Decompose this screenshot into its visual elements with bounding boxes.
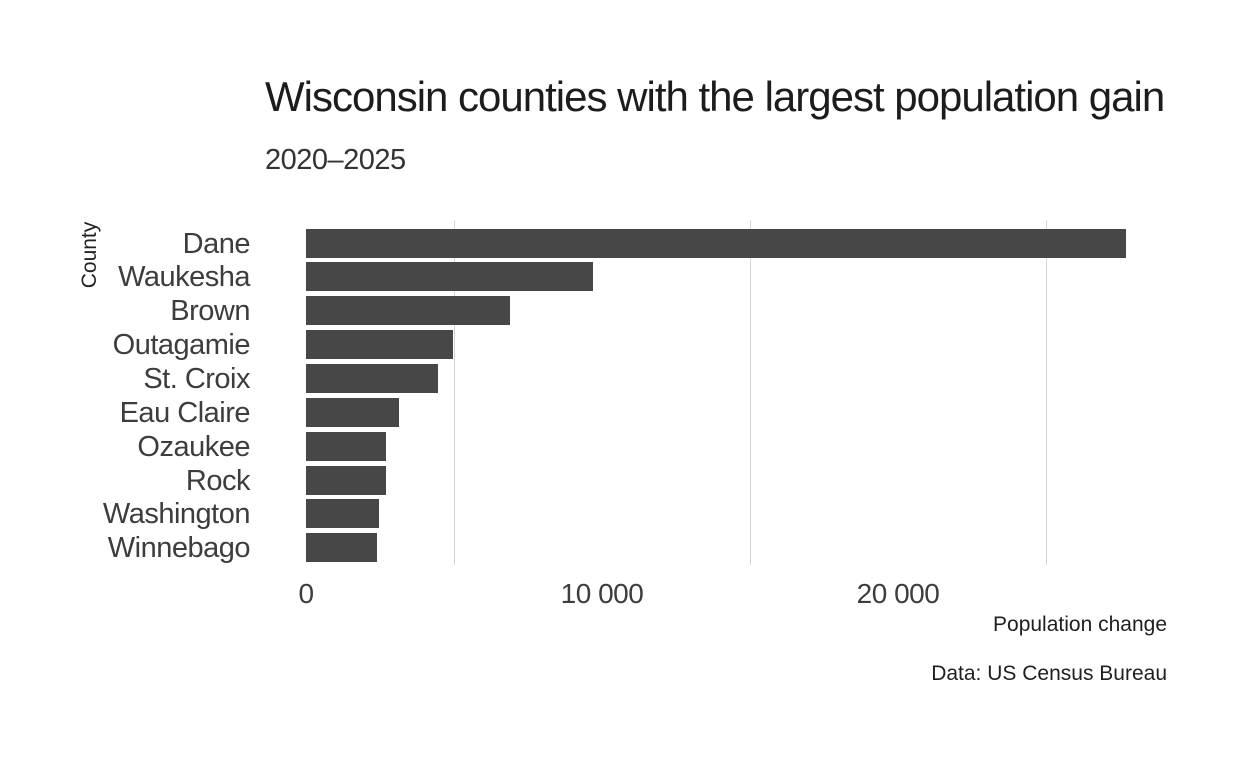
county-label: Waukesha <box>118 261 250 294</box>
bar <box>306 330 453 360</box>
bar-row: Brown <box>0 294 1248 328</box>
gridline <box>750 220 751 565</box>
data-source-caption: Data: US Census Bureau <box>931 662 1167 685</box>
bar <box>306 364 438 394</box>
county-label: Rock <box>185 464 251 497</box>
bar-row: Eau Claire <box>0 396 1248 430</box>
bar-row: Rock <box>0 464 1248 498</box>
bar-row: Outagamie <box>0 328 1248 362</box>
chart-title: Wisconsin counties with the largest popu… <box>265 73 1165 120</box>
x-tick-label: 20 000 <box>856 578 940 609</box>
county-label: Dane <box>182 227 251 260</box>
chart-subtitle: 2020–2025 <box>265 144 406 176</box>
bar-row: Ozaukee <box>0 430 1248 464</box>
bar-row: Winnebago <box>0 531 1248 565</box>
county-label: Ozaukee <box>137 430 250 463</box>
county-label: Eau Claire <box>119 396 251 429</box>
bar <box>306 228 1126 258</box>
county-label: Washington <box>102 498 251 531</box>
county-label: Outagamie <box>112 329 251 362</box>
bar <box>306 262 594 292</box>
bar-row: Dane <box>0 227 1248 261</box>
gridline <box>454 220 455 565</box>
county-label: Brown <box>170 295 250 328</box>
x-axis-title: Population change <box>993 613 1167 636</box>
x-tick-label: 0 <box>298 578 314 609</box>
bar-row: Washington <box>0 497 1248 531</box>
bar-row: Waukesha <box>0 260 1248 294</box>
bar <box>306 431 386 461</box>
bar <box>306 397 400 427</box>
county-label: St. Croix <box>143 363 250 396</box>
bar <box>306 533 378 563</box>
gridline <box>1046 220 1047 565</box>
bar <box>306 296 511 326</box>
county-label: Winnebago <box>107 532 251 565</box>
bar-row: St. Croix <box>0 362 1248 396</box>
bar <box>306 465 386 495</box>
bar <box>306 499 379 529</box>
x-tick-label: 10 000 <box>560 578 644 609</box>
